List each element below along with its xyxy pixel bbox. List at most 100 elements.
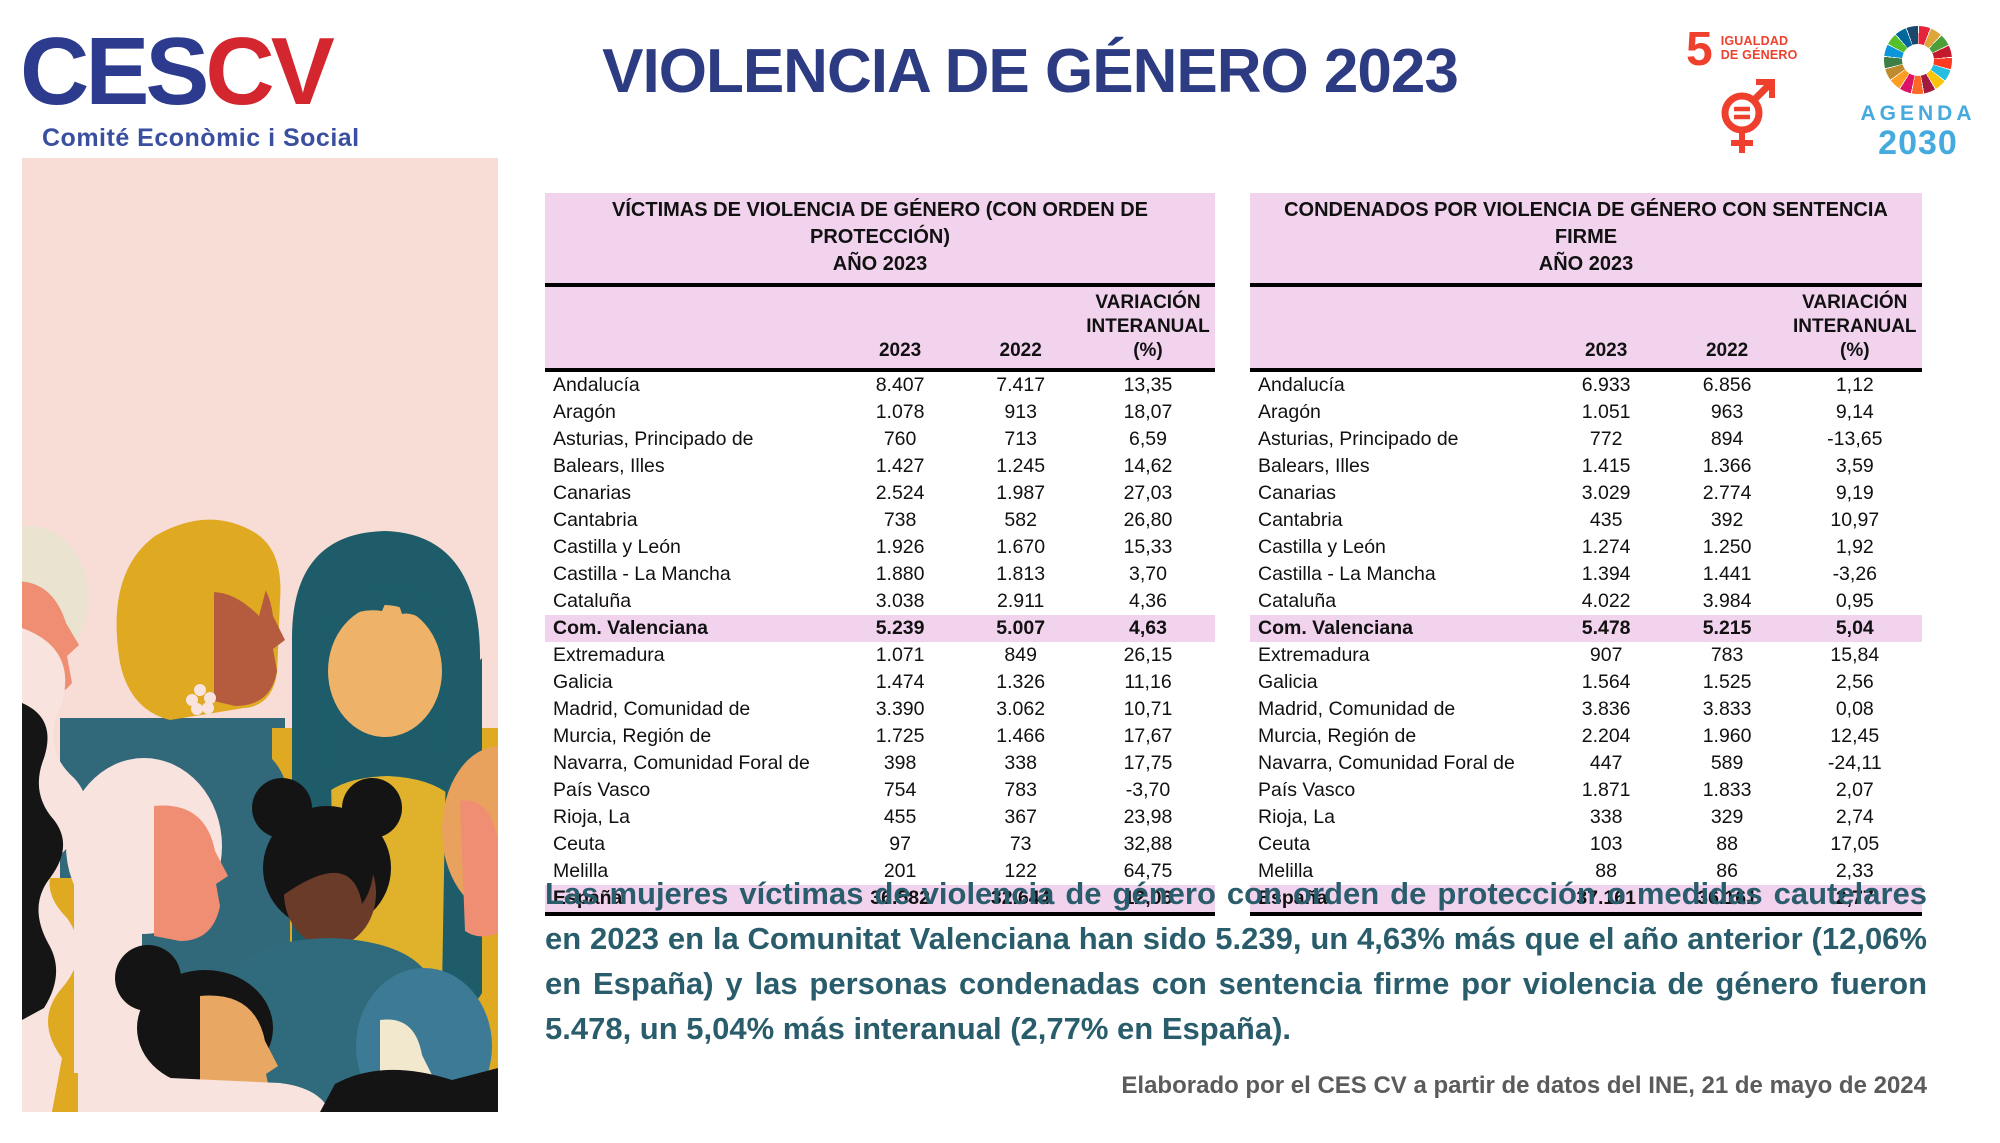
value-2023-cell: 435 [1589, 509, 1623, 532]
table-row-highlight: Com. Valenciana 5.478 5.215 5,04 [1250, 615, 1922, 643]
convicted-table-subtitle: AÑO 2023 [1538, 253, 1634, 275]
value-2023-cell: 1.394 [1581, 563, 1631, 586]
variation-cell: 17,05 [1830, 833, 1880, 856]
value-2023-cell: 37.161 [1545, 885, 1667, 917]
value-2022-cell: 1.250 [1702, 536, 1752, 559]
value-2022-cell: 894 [1710, 428, 1744, 451]
value-2022-cell: 783 [1710, 644, 1744, 667]
variation-cell: 0,08 [1835, 698, 1874, 721]
value-2023-cell: 1.051 [1581, 401, 1631, 424]
value-2022-cell: 73 [1009, 833, 1032, 856]
region-cell: Cataluña [1258, 590, 1337, 613]
variation-cell: 12,06 [1080, 885, 1215, 917]
table-row: País Vasco 754 783 -3,70 [545, 777, 1215, 804]
variation-cell: 15,84 [1830, 644, 1880, 667]
victims-table-subtitle: AÑO 2023 [832, 253, 928, 275]
value-2023-cell: 97 [889, 833, 911, 856]
value-2022-cell: 783 [1004, 779, 1037, 802]
victims-table-card: VÍCTIMAS DE VIOLENCIA DE GÉNERO (CON ORD… [545, 193, 1215, 917]
value-2022-cell: 1.813 [996, 563, 1046, 586]
value-2023-cell: 103 [1589, 833, 1623, 856]
region-cell: Galicia [1258, 671, 1318, 694]
value-2022-cell: 589 [1710, 752, 1744, 775]
table-row: Murcia, Región de 2.204 1.960 12,45 [1250, 723, 1922, 750]
variation-cell: 2,33 [1835, 860, 1874, 883]
value-2022-cell: 1.441 [1702, 563, 1752, 586]
table-row: Navarra, Comunidad Foral de 398 338 17,75 [545, 750, 1215, 777]
variation-cell: 2,77 [1787, 885, 1922, 917]
table-row: Castilla - La Mancha 1.880 1.813 3,70 [545, 561, 1215, 588]
variation-cell: 3,70 [1129, 563, 1167, 586]
variation-cell: 1,92 [1835, 536, 1874, 559]
region-cell: Cantabria [1258, 509, 1343, 532]
page-title: VIOLENCIA DE GÉNERO 2023 [602, 37, 1459, 106]
victims-table-title-row: VÍCTIMAS DE VIOLENCIA DE GÉNERO (CON ORD… [545, 193, 1215, 287]
value-2023-cell: 398 [883, 752, 917, 775]
col-2022-header: 2022 [960, 285, 1081, 373]
cescv-logo-text: CESCV [20, 24, 380, 120]
region-cell: Castilla y León [553, 536, 681, 559]
summary-paragraph: Las mujeres víctimas de violencia de gén… [545, 876, 1927, 1046]
value-2022-cell: 36.161 [1666, 885, 1788, 917]
variation-cell: 0,95 [1835, 590, 1874, 613]
region-cell: Extremadura [1258, 644, 1370, 667]
table-row: Extremadura 907 783 15,84 [1250, 642, 1922, 669]
col-2022-header: 2022 [1666, 285, 1788, 373]
flower-earring [186, 684, 216, 715]
table-row: Madrid, Comunidad de 3.390 3.062 10,71 [545, 696, 1215, 723]
variation-cell: 14,62 [1123, 455, 1173, 478]
region-cell: Canarias [553, 482, 632, 505]
table-row: Murcia, Región de 1.725 1.466 17,67 [545, 723, 1215, 750]
region-cell: Balears, Illes [1258, 455, 1370, 478]
region-cell: Navarra, Comunidad Foral de [553, 752, 810, 775]
col-variation-header: VARIACIÓN INTERANUAL (%) [1080, 285, 1215, 373]
table-row: Cantabria 738 582 26,80 [545, 507, 1215, 534]
table-row: Cataluña 4.022 3.984 0,95 [1250, 588, 1922, 615]
value-2022-cell: 32.644 [960, 885, 1081, 917]
variation-cell: 4,63 [1129, 617, 1167, 640]
variation-cell: 23,98 [1123, 806, 1173, 829]
table-row: Galicia 1.564 1.525 2,56 [1250, 669, 1922, 696]
variation-cell: 12,45 [1830, 725, 1880, 748]
value-2023-cell: 1.926 [875, 536, 925, 559]
table-row: Melilla 201 122 64,75 [545, 858, 1215, 885]
value-2023-cell: 2.524 [875, 482, 925, 505]
table-row: Melilla 88 86 2,33 [1250, 858, 1922, 885]
sdg5-goal-logo: 5 IGUALDAD DE GÉNERO [1686, 26, 1806, 159]
table-row: Ceuta 103 88 17,05 [1250, 831, 1922, 858]
value-2022-cell: 338 [1004, 752, 1037, 775]
convicted-table-title-row: CONDENADOS POR VIOLENCIA DE GÉNERO CON S… [1250, 193, 1922, 287]
value-2023-cell: 3.836 [1581, 698, 1631, 721]
table-row: Canarias 3.029 2.774 9,19 [1250, 480, 1922, 507]
region-cell: Galicia [553, 671, 613, 694]
value-2023-cell: 88 [1595, 860, 1617, 883]
value-2023-cell: 455 [883, 806, 917, 829]
region-cell: Cantabria [553, 509, 638, 532]
region-cell: Ceuta [1258, 833, 1311, 856]
table-row-highlight: España 37.161 36.161 2,77 [1250, 885, 1922, 917]
convicted-table: CONDENADOS POR VIOLENCIA DE GÉNERO CON S… [1250, 193, 1922, 917]
sdg5-label-line2: DE GÉNERO [1720, 48, 1798, 63]
women-illustration [22, 158, 498, 1112]
region-cell: Aragón [553, 401, 616, 424]
region-cell: País Vasco [553, 779, 651, 802]
table-row: Asturias, Principado de 760 713 6,59 [545, 426, 1215, 453]
col-2023-header: 2023 [1545, 285, 1667, 373]
variation-cell: 11,16 [1124, 671, 1172, 694]
variation-cell: 32,88 [1123, 833, 1173, 856]
region-cell: Com. Valenciana [1258, 617, 1413, 640]
region-cell: Asturias, Principado de [1258, 428, 1459, 451]
value-2022-cell: 1.833 [1702, 779, 1752, 802]
value-2023-cell: 1.078 [875, 401, 925, 424]
variation-cell: 2,56 [1835, 671, 1874, 694]
value-2023-cell: 1.880 [875, 563, 925, 586]
variation-cell: 15,33 [1123, 536, 1173, 559]
variation-cell: 27,03 [1123, 482, 1173, 505]
table-row: Aragón 1.051 963 9,14 [1250, 399, 1922, 426]
value-2022-cell: 329 [1710, 806, 1744, 829]
value-2023-cell: 1.564 [1581, 671, 1631, 694]
region-cell: Castilla - La Mancha [553, 563, 731, 586]
sdg5-heading: 5 IGUALDAD DE GÉNERO [1686, 26, 1806, 74]
sdg5-label-line1: IGUALDAD [1720, 34, 1789, 48]
